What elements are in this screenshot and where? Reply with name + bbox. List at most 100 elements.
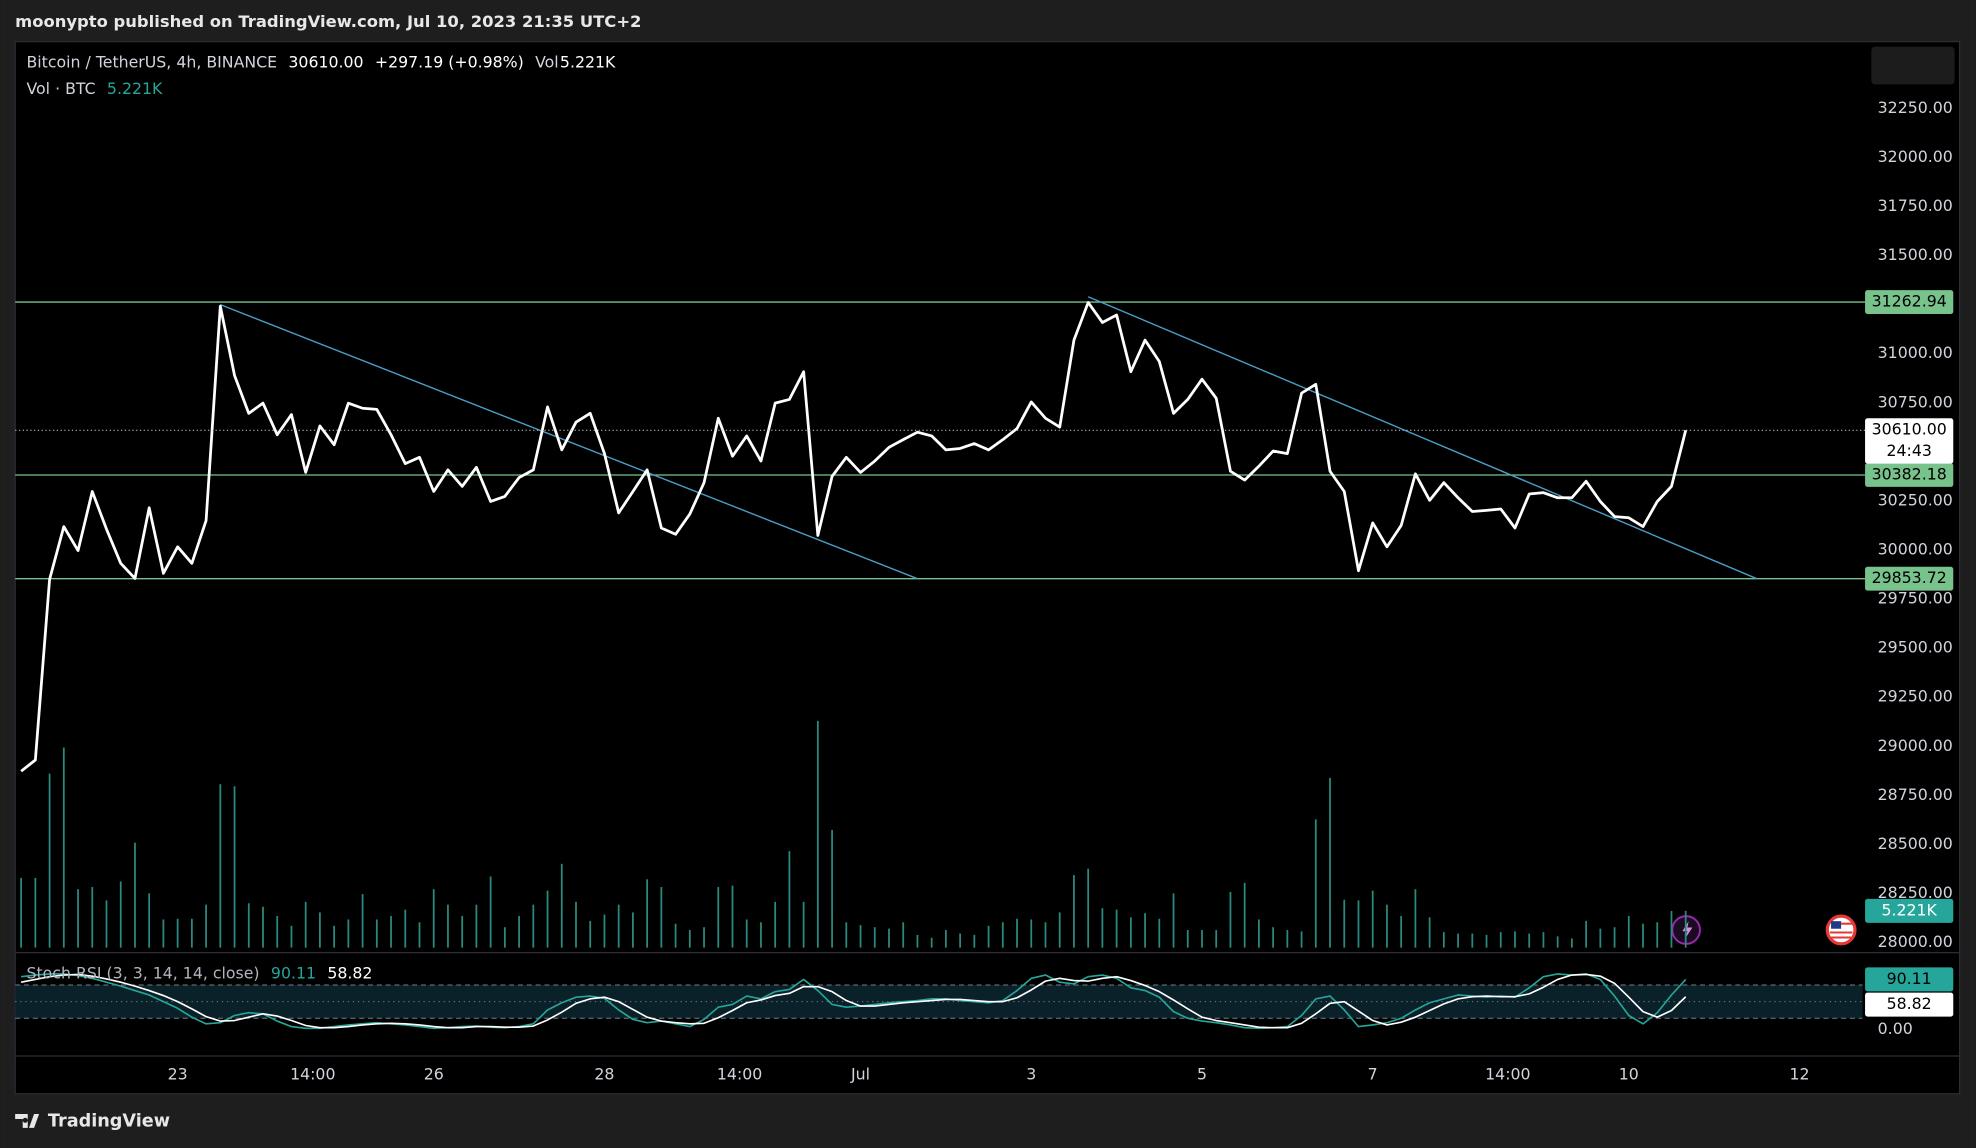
x-tick-label: 23 [168,1064,188,1083]
volume-bar [1400,915,1403,948]
stoch-d-value: 58.82 [327,964,372,983]
volume-bar [1329,777,1331,948]
y-tick-label: 32000.00 [1878,147,1953,166]
volume-bar [589,920,592,948]
volume-bar [1073,875,1075,948]
volume-bar [1514,931,1516,948]
volume-bar [1258,919,1260,948]
last-price-badge-bg [1865,418,1954,464]
volume-bar [603,914,606,948]
volume-bar [333,925,336,948]
volume-bar [1585,920,1587,948]
volume-bar [1016,918,1018,948]
x-tick-label: 7 [1368,1064,1378,1083]
volume-bar [1656,922,1659,948]
volume-bar [1058,912,1061,948]
volume-bar [1485,934,1488,948]
last-price-badge: 30610.00 [1872,420,1947,439]
x-tick-label: 3 [1026,1064,1036,1083]
volume-bar [859,925,862,948]
volume-bar [148,893,151,948]
volume-bar [219,784,222,948]
volume-bar [1428,917,1431,948]
volume-bar [1627,915,1630,948]
y-tick-label: 29250.00 [1878,687,1953,706]
volume-bar [134,842,136,948]
volume-bar [916,934,919,948]
volume-bar [1499,932,1502,948]
y-tick-label: 30250.00 [1878,490,1953,509]
volume-bar [247,903,250,948]
x-tick-label: 14:00 [1485,1064,1530,1083]
volume-bar [1144,913,1146,948]
volume-bar [404,909,407,948]
volume-bar [532,904,535,948]
volume-bar [816,720,819,948]
volume-bar [717,887,720,948]
volume-bar [1158,918,1161,948]
x-tick-label: 14:00 [290,1064,335,1083]
volume-bar [1201,930,1203,948]
x-tick-label: Jul [850,1064,870,1083]
legend-change: +297.19 (+0.98%) [375,53,524,72]
volume-bar [1229,891,1232,948]
volume-bar [1457,933,1459,948]
economic-icon[interactable] [1825,914,1857,946]
volume-bar [77,889,79,948]
stoch-badge: 58.82 [1887,994,1932,1013]
level-badge-bg [1865,566,1954,591]
chart-frame [14,40,1961,1095]
volume-bar [375,919,378,948]
volume-bar [205,904,207,948]
stoch-k-value: 90.11 [271,964,316,983]
volume-bar [845,922,848,948]
flag-canton [1831,921,1842,929]
volume-bar [987,925,990,948]
volume-bar [1129,917,1132,948]
x-tick-label: 5 [1197,1064,1207,1083]
x-tick-label: 26 [424,1064,444,1083]
volume-bar [888,928,890,948]
level-badge-bg [1865,290,1954,315]
volume-bar [1243,882,1246,948]
volume-bar [105,900,108,948]
volume-bar [34,877,37,948]
x-tick-label: 12 [1789,1064,1809,1083]
flag-circle[interactable] [1825,914,1857,946]
volume-bar [1357,900,1360,948]
stoch-line [21,973,1687,1030]
volume-bar [1528,933,1531,948]
volume-bar [20,877,23,948]
y-tick-label: 0.00 [1878,1019,1913,1038]
volume-bar [1442,932,1445,948]
volume-bar [190,918,193,948]
volume-bar [575,901,577,948]
volume-bar [432,889,435,948]
legend-volume-value: 5.221K [560,53,616,72]
volume-bar [1670,911,1673,948]
legend-volume-title: Vol [535,53,559,72]
y-tick-label: 29000.00 [1878,736,1953,755]
volume-bar [1300,931,1303,948]
volume-bar [1172,893,1175,948]
logo-mark [15,1113,40,1128]
top-right-button[interactable] [1871,46,1955,85]
y-tick-label: 29750.00 [1878,589,1953,608]
volume-title: Vol · BTC [27,79,96,98]
volume-bar [1215,930,1218,948]
x-tick-label: 14:00 [717,1064,762,1083]
last-price-badge-countdown: 24:43 [1886,441,1931,460]
y-tick-label: 30750.00 [1878,392,1953,411]
y-tick-label: 30000.00 [1878,539,1953,558]
volume-bar [688,930,691,948]
legend-last: 30610.00 [288,53,363,72]
volume-bar [1542,932,1545,948]
trend-line [220,303,918,580]
publish-header: moonypto published on TradingView.com, J… [15,12,641,31]
volume-bar [1001,922,1004,948]
volume-bar [162,919,165,948]
volume-bar [1684,910,1687,948]
volume-bar [1186,930,1189,948]
level-badge-bg [1865,462,1954,487]
